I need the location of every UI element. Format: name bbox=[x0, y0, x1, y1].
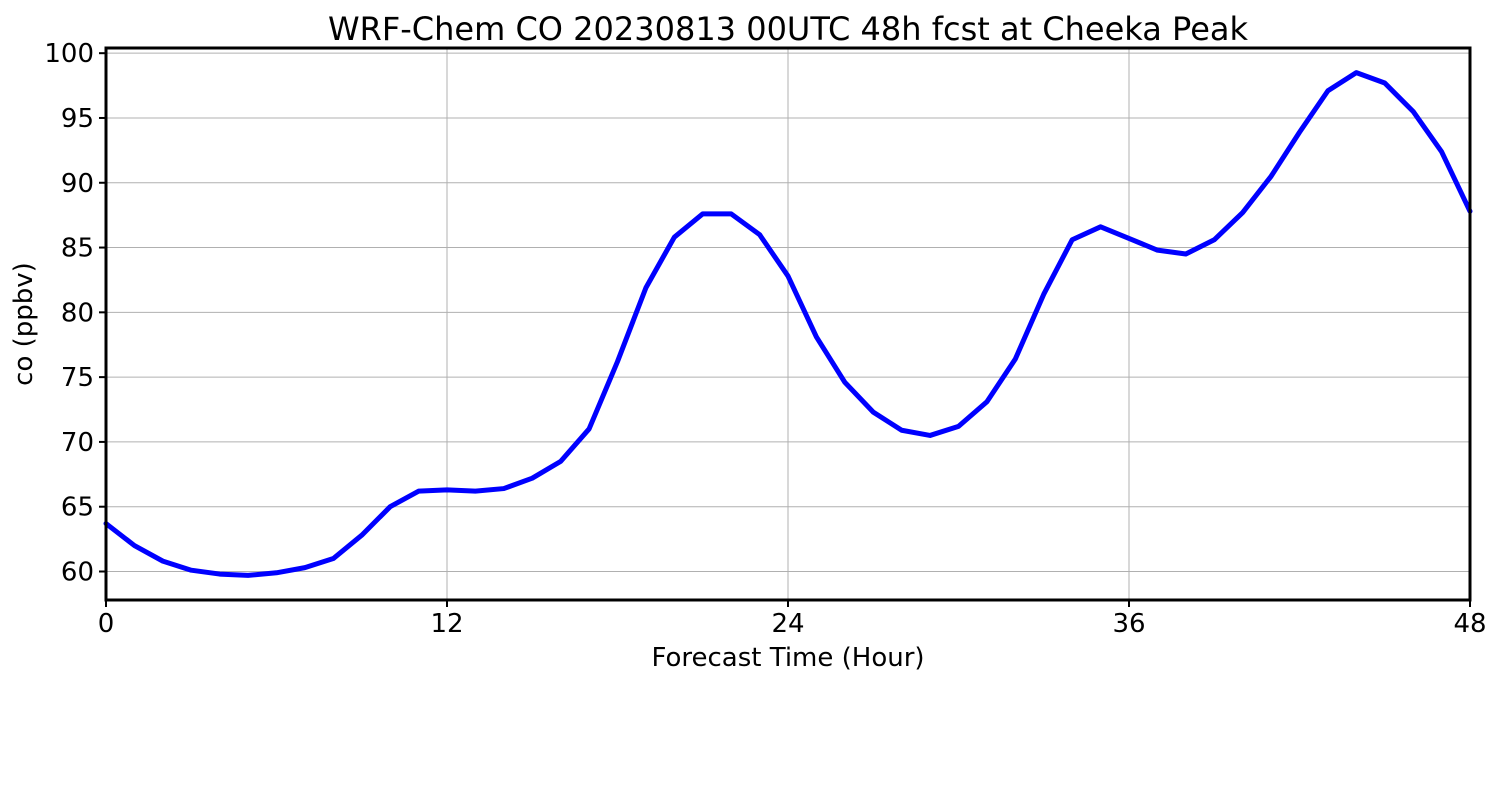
y-tick-label: 90 bbox=[61, 169, 94, 199]
grid-lines bbox=[105, 48, 1471, 600]
x-tick-label: 48 bbox=[1453, 609, 1486, 639]
y-tick-label: 75 bbox=[61, 363, 94, 393]
x-tick-label: 24 bbox=[771, 609, 804, 639]
y-tick-label: 70 bbox=[61, 428, 94, 458]
y-tick-label: 100 bbox=[44, 39, 94, 69]
chart-title: WRF-Chem CO 20230813 00UTC 48h fcst at C… bbox=[328, 10, 1249, 48]
x-tick-label: 12 bbox=[430, 609, 463, 639]
series-line bbox=[103, 70, 1473, 578]
y-tick-label: 60 bbox=[61, 557, 94, 587]
y-tick-label: 95 bbox=[61, 104, 94, 134]
y-axis-label: co (ppbv) bbox=[9, 262, 39, 386]
x-tick-label: 0 bbox=[98, 609, 115, 639]
y-tick-label: 85 bbox=[61, 234, 94, 264]
x-axis-label: Forecast Time (Hour) bbox=[651, 643, 924, 673]
y-tick-label: 80 bbox=[61, 298, 94, 328]
axes: 0 12 24 36 48 60 65 70 75 80 85 90 95 100 bbox=[44, 39, 1486, 639]
y-tick-label: 65 bbox=[61, 493, 94, 523]
series-layer bbox=[103, 70, 1473, 578]
x-tick-label: 36 bbox=[1112, 609, 1145, 639]
